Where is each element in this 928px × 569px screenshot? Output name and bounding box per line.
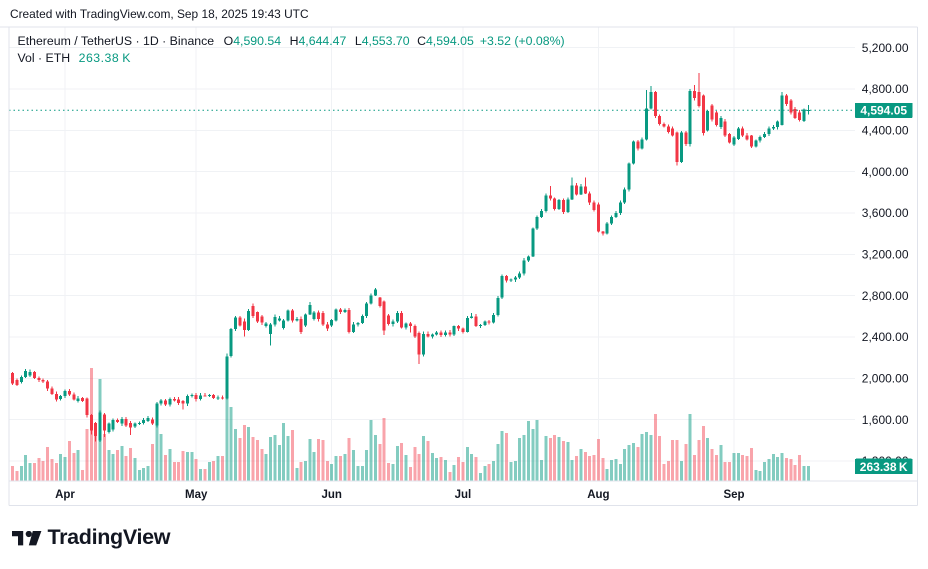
- svg-text:3,200.00: 3,200.00: [862, 248, 909, 262]
- svg-text:Apr: Apr: [55, 489, 75, 501]
- svg-text:4,400.00: 4,400.00: [862, 124, 909, 138]
- svg-text:5,200.00: 5,200.00: [862, 41, 909, 55]
- svg-text:Aug: Aug: [587, 489, 609, 501]
- svg-text:Jul: Jul: [455, 489, 472, 501]
- svg-text:4,594.05: 4,594.05: [860, 104, 907, 118]
- svg-text:4,800.00: 4,800.00: [862, 82, 909, 96]
- svg-text:3,600.00: 3,600.00: [862, 206, 909, 220]
- svg-text:Jun: Jun: [321, 489, 341, 501]
- svg-text:May: May: [185, 489, 208, 501]
- svg-text:263.38 K: 263.38 K: [860, 460, 908, 474]
- svg-text:4,000.00: 4,000.00: [862, 165, 909, 179]
- svg-text:Sep: Sep: [723, 489, 744, 501]
- svg-text:2,800.00: 2,800.00: [862, 289, 909, 303]
- svg-text:2,400.00: 2,400.00: [862, 330, 909, 344]
- svg-text:2,000.00: 2,000.00: [862, 372, 909, 386]
- svg-text:1,600.00: 1,600.00: [862, 413, 909, 427]
